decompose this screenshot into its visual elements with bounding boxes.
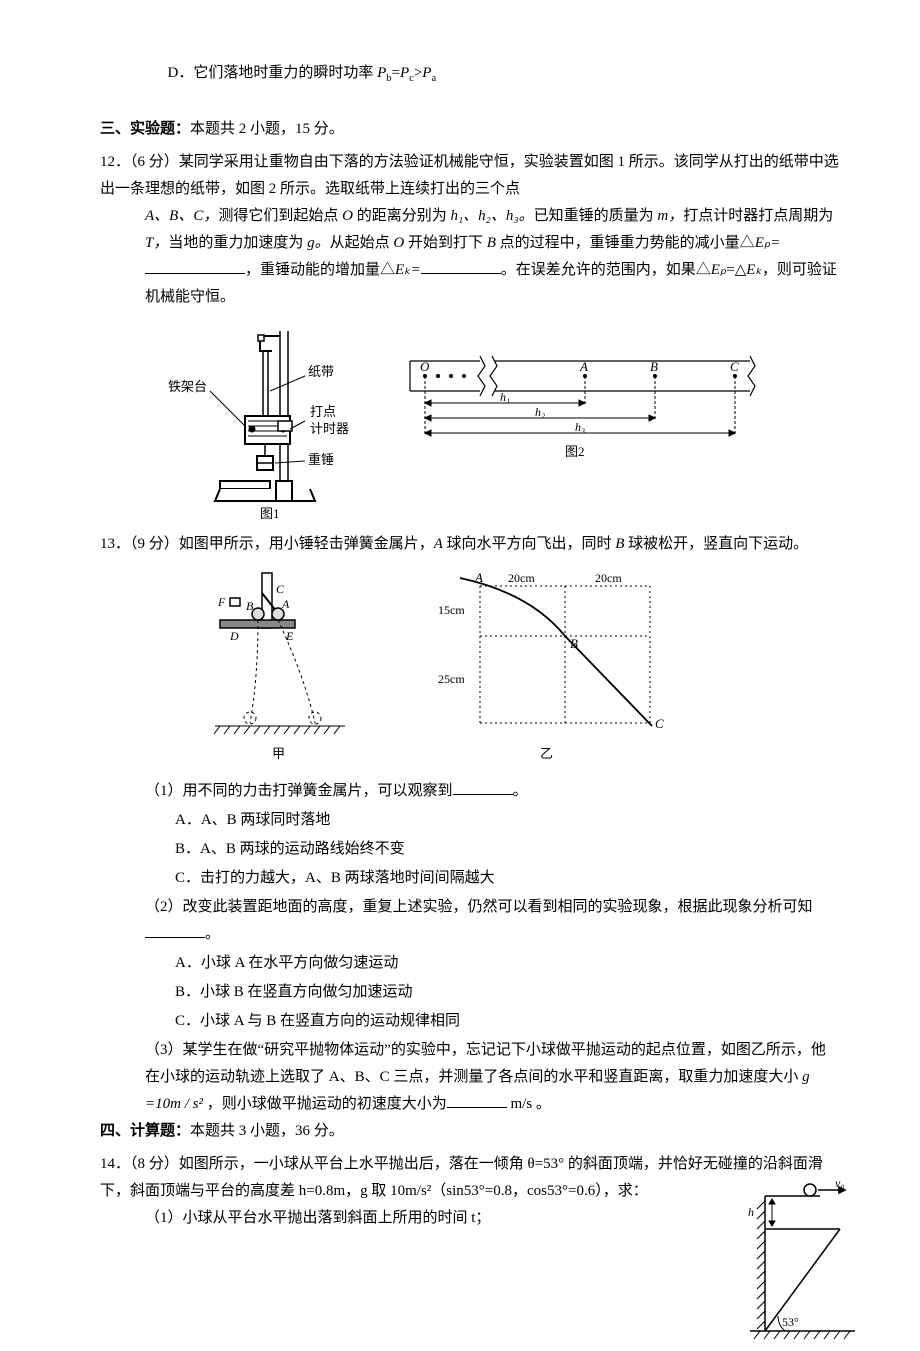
- q12-body: A、B、C，测得它们到起始点 O 的距离分别为 h₁、h₂、h₃。已知重锤的质量…: [100, 203, 840, 311]
- q11-d-sub: b: [386, 73, 391, 84]
- q13-part2: （2）改变此装置距地面的高度，重复上述实验，仍然可以看到相同的实验现象，根据此现…: [100, 894, 840, 948]
- q13-number: 13．（9 分）: [100, 536, 179, 552]
- fig2-caption: 图2: [565, 444, 585, 459]
- q13-p2-blank: [145, 922, 205, 938]
- svg-text:B: B: [650, 359, 658, 374]
- svg-text:B: B: [570, 636, 578, 651]
- q12-blank-ek: [421, 258, 501, 274]
- fig1-caption: 图1: [260, 506, 280, 521]
- section-3-label: 三、实验题：: [100, 121, 190, 137]
- q13-p1-opt-b: B．A、B 两球的运动路线始终不变: [175, 836, 840, 863]
- svg-text:h₁: h₁: [500, 390, 510, 404]
- q13-p2-opt-a: A．小球 A 在水平方向做匀速运动: [175, 950, 840, 977]
- figure-2: O A B C h₁ h₂ h₃ 图2: [400, 351, 760, 471]
- svg-text:O: O: [420, 359, 430, 374]
- svg-text:h₂: h₂: [535, 405, 545, 419]
- q13-p1-opt-c: C．击打的力越大，A、B 两球落地时间间隔越大: [175, 865, 840, 892]
- q12-blank-ep: [145, 258, 245, 274]
- section-3-header: 三、实验题：本题共 2 小题，15 分。: [100, 116, 840, 143]
- question-14: 14．（8 分）如图所示，一小球从平台上水平抛出后，落在一倾角 θ=53° 的斜…: [100, 1151, 840, 1232]
- figure-jia: F C B A D E 甲: [200, 568, 360, 768]
- q12-number: 12．（6 分）: [100, 154, 179, 170]
- svg-text:A: A: [281, 597, 290, 611]
- svg-text:20cm: 20cm: [595, 571, 622, 585]
- q11-option-d: D．它们落地时重力的瞬时功率 Pb=Pc>Pa: [100, 60, 840, 89]
- fig1-label-timer1: 打点: [310, 404, 336, 419]
- question-13: 13．（9 分）如图甲所示，用小锤轻击弹簧金属片，A 球向水平方向飞出，同时 B…: [100, 531, 840, 558]
- fig-yi-caption: 乙: [540, 746, 553, 761]
- svg-text:15cm: 15cm: [438, 603, 465, 617]
- fig1-label-stand: 铁架台: [168, 379, 207, 394]
- svg-text:A: A: [579, 359, 588, 374]
- q13-p1-opt-a: A．A、B 两球同时落地: [175, 807, 840, 834]
- section-4-desc: 本题共 3 小题，36 分。: [190, 1123, 344, 1139]
- section-3-desc: 本题共 2 小题，15 分。: [190, 121, 344, 137]
- q13-p1-blank: [453, 779, 513, 795]
- svg-text:B: B: [246, 599, 254, 613]
- fig1-label-timer2: 计时器: [310, 421, 349, 436]
- fig1-label-tape: 纸带: [308, 364, 334, 379]
- svg-text:20cm: 20cm: [508, 571, 535, 585]
- svg-text:F: F: [217, 595, 226, 609]
- svg-text:h₃: h₃: [575, 420, 585, 434]
- svg-text:C: C: [730, 359, 739, 374]
- q13-part1: （1）用不同的力击打弹簧金属片，可以观察到。: [100, 778, 840, 805]
- figure-q14: v₀ h 53°: [710, 1181, 860, 1351]
- q11-d-text: D．它们落地时重力的瞬时功率: [168, 65, 378, 81]
- q13-p2-opt-b: B．小球 B 在竖直方向做匀加速运动: [175, 979, 840, 1006]
- svg-text:D: D: [229, 629, 239, 643]
- figure-yi: A B C 20cm 20cm 15cm 25cm 乙: [420, 568, 680, 768]
- q13-p3-blank: [447, 1092, 507, 1108]
- svg-text:E: E: [285, 629, 294, 643]
- fig-jia-caption: 甲: [272, 746, 285, 761]
- q13-figures: F C B A D E 甲: [200, 568, 840, 768]
- q11-d-p: P: [377, 65, 386, 81]
- fig1-label-hammer: 重锤: [308, 452, 334, 467]
- question-12: 12．（6 分）某同学采用让重物自由下落的方法验证机械能守恒，实验装置如图 1 …: [100, 149, 840, 311]
- svg-text:25cm: 25cm: [438, 672, 465, 686]
- svg-text:h: h: [748, 1205, 754, 1219]
- q14-number: 14．（8 分）: [100, 1156, 179, 1172]
- section-4-header: 四、计算题：本题共 3 小题，36 分。: [100, 1118, 840, 1145]
- q12-figures: 铁架台 纸带 打点 计时器 重锤 图1: [160, 321, 840, 521]
- svg-text:C: C: [276, 582, 285, 596]
- q13-p2-options: A．小球 A 在水平方向做匀速运动 B．小球 B 在竖直方向做匀加速运动 C．小…: [100, 950, 840, 1035]
- q13-p1-options: A．A、B 两球同时落地 B．A、B 两球的运动路线始终不变 C．击打的力越大，…: [100, 807, 840, 892]
- svg-text:A: A: [474, 570, 483, 585]
- svg-text:v₀: v₀: [835, 1181, 845, 1190]
- svg-text:C: C: [655, 716, 664, 731]
- figure-1: 铁架台 纸带 打点 计时器 重锤 图1: [160, 321, 380, 521]
- q13-p2-opt-c: C．小球 A 与 B 在竖直方向的运动规律相同: [175, 1008, 840, 1035]
- section-4-label: 四、计算题：: [100, 1123, 190, 1139]
- svg-text:53°: 53°: [782, 1315, 799, 1329]
- q13-part3: （3）某学生在做“研究平抛物体运动”的实验中，忘记记下小球做平抛运动的起点位置，…: [100, 1037, 840, 1118]
